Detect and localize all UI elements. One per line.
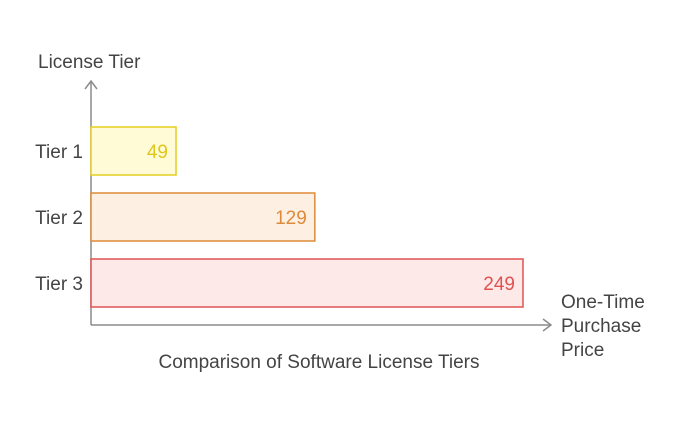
x-axis-label-line-3: Price (561, 340, 604, 361)
x-axis-arrow-icon (542, 318, 553, 332)
x-axis-label-line-1: One-Time (561, 292, 645, 313)
x-axis-label-line-2: Purchase (561, 316, 641, 337)
category-label-3: Tier 3 (35, 274, 83, 295)
bar-1 (90, 126, 177, 176)
bar-2 (90, 192, 316, 242)
chart-title: Comparison of Software License Tiers (158, 352, 479, 373)
y-axis-label: License Tier (38, 52, 141, 73)
bars: Tier 1 49 Tier 2 129 Tier 3 249 (35, 126, 524, 308)
y-axis-arrow-icon (84, 79, 98, 90)
bar-3 (90, 258, 524, 308)
value-label-2: 129 (275, 208, 307, 229)
value-label-1: 49 (147, 142, 168, 163)
category-label-1: Tier 1 (35, 142, 83, 163)
category-label-2: Tier 2 (35, 208, 83, 229)
value-label-3: 249 (483, 274, 515, 295)
